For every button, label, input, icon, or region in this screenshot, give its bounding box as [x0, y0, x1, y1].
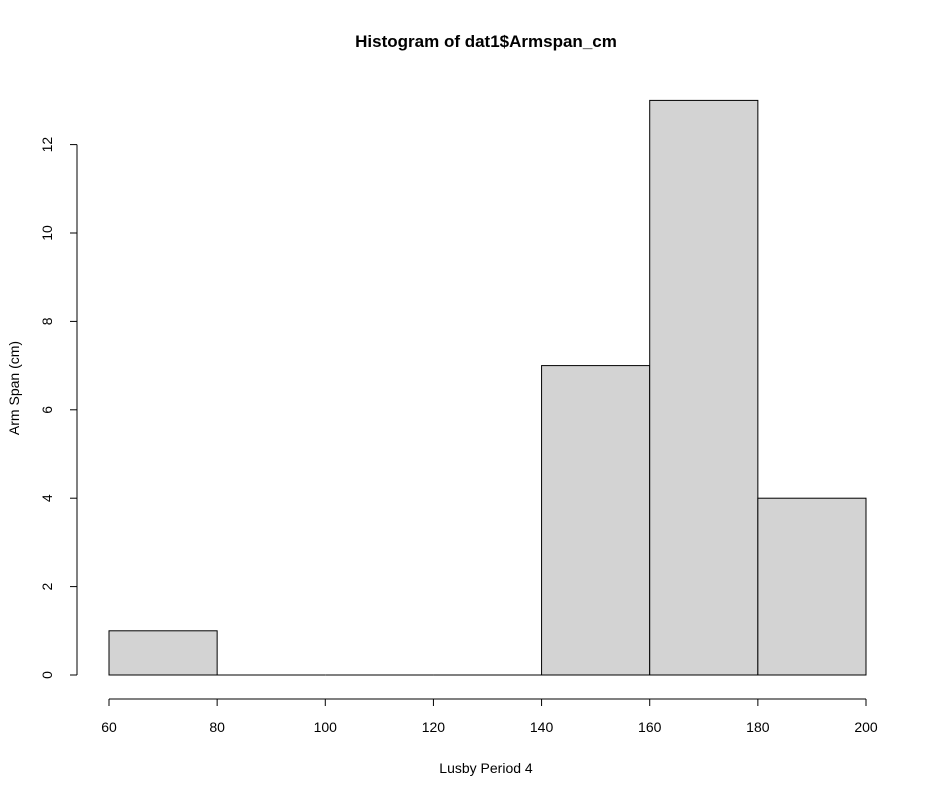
x-tick-label-80: 80: [209, 719, 225, 735]
y-tick-label-12: 12: [39, 137, 55, 153]
chart-title: Histogram of dat1$Armspan_cm: [355, 32, 617, 51]
y-axis: 0 2 4 6 8 10 12: [39, 137, 78, 679]
x-axis: 60 80 100 120 140 160 180 200: [101, 698, 878, 735]
x-tick-label-120: 120: [422, 719, 446, 735]
y-tick-label-4: 4: [39, 494, 55, 502]
histogram-bar-140-160: [541, 365, 651, 676]
y-tick-label-0: 0: [39, 671, 55, 679]
x-tick-label-160: 160: [638, 719, 662, 735]
bars-group: [108, 99, 867, 676]
x-axis-label: Lusby Period 4: [439, 760, 533, 776]
y-axis-label: Arm Span (cm): [6, 341, 22, 435]
x-tick-label-140: 140: [530, 719, 554, 735]
x-tick-label-100: 100: [314, 719, 338, 735]
x-tick-label-180: 180: [746, 719, 770, 735]
y-tick-label-10: 10: [39, 225, 55, 241]
x-tick-label-200: 200: [854, 719, 878, 735]
y-tick-label-6: 6: [39, 406, 55, 414]
x-tick-label-60: 60: [101, 719, 117, 735]
histogram-bar-160-180: [649, 99, 759, 676]
y-tick-label-8: 8: [39, 317, 55, 325]
histogram-bar-60-80: [108, 630, 218, 676]
histogram-bar-180-200: [757, 497, 867, 676]
y-tick-label-2: 2: [39, 582, 55, 590]
